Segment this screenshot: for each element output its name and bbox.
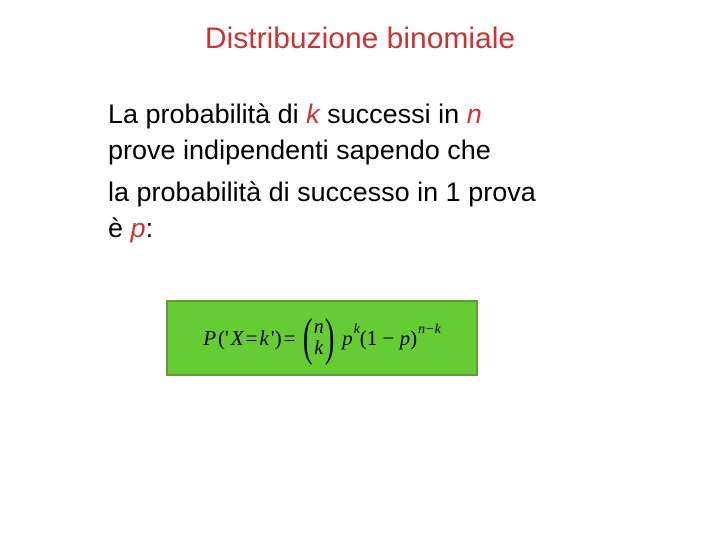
binom-n: n <box>314 317 324 338</box>
title-text: Distribuzione binomiale <box>205 22 515 55</box>
sym-p2: p <box>400 326 411 350</box>
slide-title: Distribuzione binomiale <box>0 22 720 56</box>
sym-1minus: (1 − <box>360 326 400 350</box>
binomial-formula: P(' X = k ') = ( n k ) pk(1 − p)n−k <box>203 312 441 364</box>
binom-stack: n k <box>314 317 324 359</box>
var-n: n <box>467 99 482 129</box>
lparen-icon: ( <box>303 312 313 364</box>
sym-X: X <box>231 326 244 351</box>
sym-k: k <box>259 326 268 351</box>
sym-cp: ) <box>410 326 417 350</box>
p1-line2: prove indipendenti sapendo che <box>108 135 491 165</box>
p1-text-b: successi in <box>320 99 467 129</box>
paragraph-1: La probabilità di k successi in n prove … <box>108 96 608 169</box>
binom-coeff: ( n k ) <box>299 312 338 364</box>
p1-text-a: La probabilità di <box>108 99 306 129</box>
formula-box: P(' X = k ') = ( n k ) pk(1 − p)n−k <box>166 300 478 376</box>
sym-p: p <box>342 326 353 350</box>
rparen-icon: ) <box>325 312 335 364</box>
sym-P: P <box>203 326 216 351</box>
paragraph-2: la probabilità di successo in 1 prova è … <box>108 174 608 247</box>
sym-open: (' <box>218 326 229 351</box>
sym-close: ') <box>271 326 282 351</box>
exp-k: k <box>354 322 360 337</box>
sym-eq: = <box>246 326 258 351</box>
var-p: p <box>131 213 146 243</box>
exp-nk: n−k <box>418 322 441 337</box>
sym-eq2: = <box>284 326 296 351</box>
p2-line3: la probabilità di successo in 1 prova <box>108 177 536 207</box>
binom-k: k <box>314 338 323 359</box>
p2-text-a: è <box>108 213 131 243</box>
p2-text-b: : <box>146 213 154 243</box>
var-k: k <box>306 99 320 129</box>
